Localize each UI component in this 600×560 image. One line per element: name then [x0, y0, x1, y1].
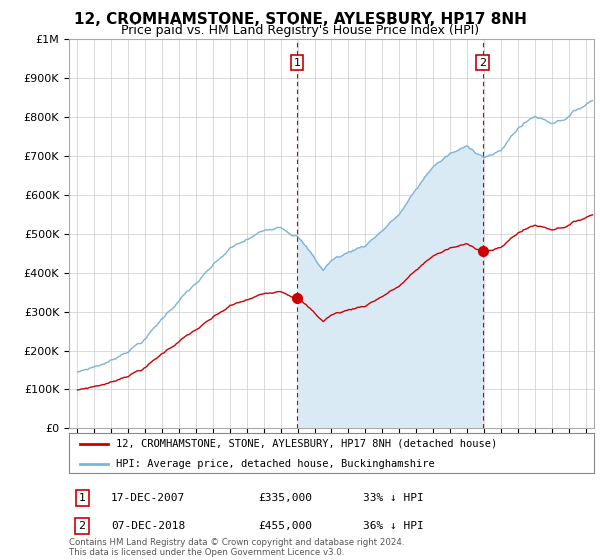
Text: Contains HM Land Registry data © Crown copyright and database right 2024.
This d: Contains HM Land Registry data © Crown c… — [69, 538, 404, 557]
Text: Price paid vs. HM Land Registry's House Price Index (HPI): Price paid vs. HM Land Registry's House … — [121, 24, 479, 36]
Text: £455,000: £455,000 — [258, 521, 312, 531]
Text: 1: 1 — [79, 493, 86, 503]
Text: 2: 2 — [79, 521, 86, 531]
Text: 36% ↓ HPI: 36% ↓ HPI — [363, 521, 424, 531]
Text: 1: 1 — [293, 58, 301, 68]
Text: £335,000: £335,000 — [258, 493, 312, 503]
Text: 12, CROMHAMSTONE, STONE, AYLESBURY, HP17 8NH (detached house): 12, CROMHAMSTONE, STONE, AYLESBURY, HP17… — [116, 439, 497, 449]
Text: 33% ↓ HPI: 33% ↓ HPI — [363, 493, 424, 503]
Text: 12, CROMHAMSTONE, STONE, AYLESBURY, HP17 8NH: 12, CROMHAMSTONE, STONE, AYLESBURY, HP17… — [74, 12, 526, 27]
Text: 2: 2 — [479, 58, 486, 68]
Text: 17-DEC-2007: 17-DEC-2007 — [111, 493, 185, 503]
Text: 07-DEC-2018: 07-DEC-2018 — [111, 521, 185, 531]
Text: HPI: Average price, detached house, Buckinghamshire: HPI: Average price, detached house, Buck… — [116, 459, 435, 469]
